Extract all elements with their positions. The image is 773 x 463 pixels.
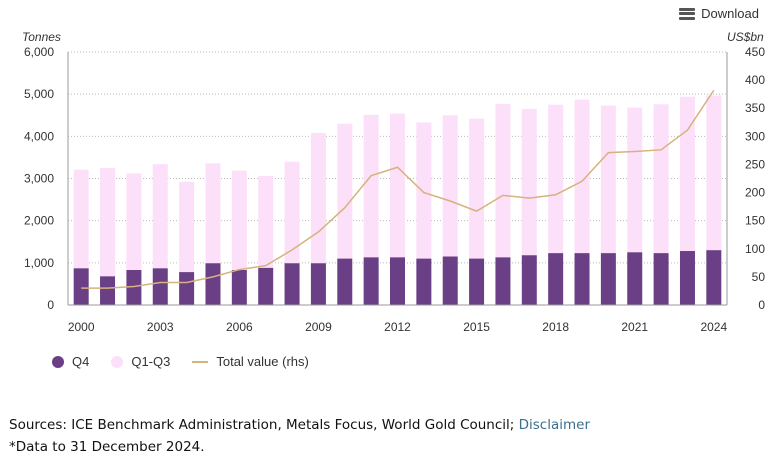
chart: Tonnes US$bn 0 1,000 2,000 3,000 4,000 5,000 6… xyxy=(22,30,766,334)
bar-q4 xyxy=(495,257,511,305)
bar-q4 xyxy=(310,263,326,305)
bar-q1-q3 xyxy=(231,170,247,271)
y2-tick-label: 400 xyxy=(745,73,765,87)
bar-q4 xyxy=(179,272,195,305)
bar-q4 xyxy=(600,253,616,305)
total-value-line xyxy=(81,89,715,289)
legend-q4-label: Q4 xyxy=(72,354,90,369)
download-button[interactable]: Download xyxy=(679,6,759,21)
bar-q1-q3 xyxy=(73,169,89,269)
bar-q1-q3 xyxy=(179,181,195,273)
bar-q4 xyxy=(363,257,379,305)
bar-q4 xyxy=(126,270,142,305)
bar-q4 xyxy=(231,270,247,305)
y2-tick-label: 200 xyxy=(745,186,765,200)
bar-q4 xyxy=(521,255,537,305)
x-tick-label: 2003 xyxy=(147,320,174,334)
bar-q4 xyxy=(574,253,590,305)
bar-q1-q3 xyxy=(310,132,326,264)
y2-axis-title: US$bn xyxy=(727,30,764,44)
bar-q1-q3 xyxy=(653,104,669,254)
legend-item-q1-q3[interactable]: Q1-Q3 xyxy=(111,354,170,369)
bar-q4 xyxy=(442,256,458,305)
bar-q4 xyxy=(627,252,643,305)
bar-q4 xyxy=(706,250,722,305)
y2-tick-label: 0 xyxy=(758,298,765,312)
bar-q1-q3 xyxy=(363,114,379,258)
bar-q4 xyxy=(73,268,89,305)
legend-total-value-label: Total value (rhs) xyxy=(216,354,309,369)
bar-q4 xyxy=(416,258,432,305)
bar-q1-q3 xyxy=(627,107,643,253)
y2-tick-label: 250 xyxy=(745,157,765,171)
bar-q1-q3 xyxy=(574,99,590,254)
x-tick-label: 2009 xyxy=(305,320,332,334)
bar-q4 xyxy=(390,257,405,305)
x-tick-label: 2012 xyxy=(384,320,411,334)
legend-item-total-value[interactable]: Total value (rhs) xyxy=(192,354,309,369)
legend-total-value-swatch xyxy=(192,360,209,363)
footer: Sources: ICE Benchmark Administration, M… xyxy=(9,414,590,458)
x-tick-label: 2000 xyxy=(68,320,95,334)
y2-tick-label: 50 xyxy=(752,270,766,284)
x-tick-label: 2024 xyxy=(700,320,727,334)
disclaimer-link[interactable]: Disclaimer xyxy=(518,417,591,433)
y2-tick-label: 350 xyxy=(745,101,765,115)
y2-tick-label: 300 xyxy=(745,129,765,143)
y2-tick-label: 100 xyxy=(745,242,765,256)
y-tick-label: 4,000 xyxy=(24,129,54,143)
x-tick-label: 2015 xyxy=(463,320,490,334)
bar-q1-q3 xyxy=(152,164,168,269)
bar-q4 xyxy=(548,253,564,305)
bar-q4 xyxy=(469,258,485,305)
y-tick-label: 2,000 xyxy=(24,214,54,228)
bar-q1-q3 xyxy=(469,118,485,259)
sources-line: Sources: ICE Benchmark Administration, M… xyxy=(9,414,590,436)
bar-q4 xyxy=(679,251,695,305)
bar-q1-q3 xyxy=(548,104,564,254)
bar-q1-q3 xyxy=(679,96,695,252)
legend-q1-q3-swatch xyxy=(111,355,124,368)
bar-q4 xyxy=(284,263,300,305)
legend-q1-q3-label: Q1-Q3 xyxy=(131,354,171,369)
y-tick-label: 1,000 xyxy=(24,256,54,270)
y-tick-label: 0 xyxy=(47,298,54,312)
bar-q4 xyxy=(100,276,116,305)
data-note: *Data to 31 December 2024. xyxy=(9,439,205,455)
bar-q1-q3 xyxy=(258,175,274,268)
x-tick-label: 2021 xyxy=(621,320,648,334)
legend-item-q4[interactable]: Q4 xyxy=(52,354,89,369)
bar-q4 xyxy=(337,258,353,305)
download-label: Download xyxy=(701,6,759,21)
bar-q1-q3 xyxy=(416,122,432,259)
bar-q1-q3 xyxy=(521,108,537,256)
legend: Q4 Q1-Q3 Total value (rhs) xyxy=(52,354,331,369)
y-tick-label: 3,000 xyxy=(24,172,54,186)
x-tick-label: 2006 xyxy=(226,320,253,334)
bar-q1-q3 xyxy=(126,173,142,271)
bar-q4 xyxy=(152,268,168,305)
bar-q1-q3 xyxy=(600,105,616,254)
bar-q4 xyxy=(205,263,221,305)
sources-text: Sources: ICE Benchmark Administration, M… xyxy=(9,417,519,433)
y-tick-label: 5,000 xyxy=(24,87,54,101)
y2-tick-label: 150 xyxy=(745,214,765,228)
y-axis-title: Tonnes xyxy=(22,30,61,44)
bar-q1-q3 xyxy=(706,95,722,251)
bar-q1-q3 xyxy=(495,103,511,258)
bar-q1-q3 xyxy=(284,161,300,264)
bar-q1-q3 xyxy=(205,163,221,264)
x-tick-label: 2018 xyxy=(542,320,569,334)
bar-q1-q3 xyxy=(337,123,353,259)
y2-tick-label: 450 xyxy=(745,45,765,59)
bar-q1-q3 xyxy=(100,167,116,277)
menu-icon xyxy=(679,7,696,20)
y-tick-label: 6,000 xyxy=(24,45,54,59)
bar-q4 xyxy=(653,253,669,305)
bar-q1-q3 xyxy=(442,115,458,257)
legend-q4-swatch xyxy=(52,355,64,368)
bar-q1-q3 xyxy=(390,113,405,258)
bar-q4 xyxy=(258,267,274,305)
